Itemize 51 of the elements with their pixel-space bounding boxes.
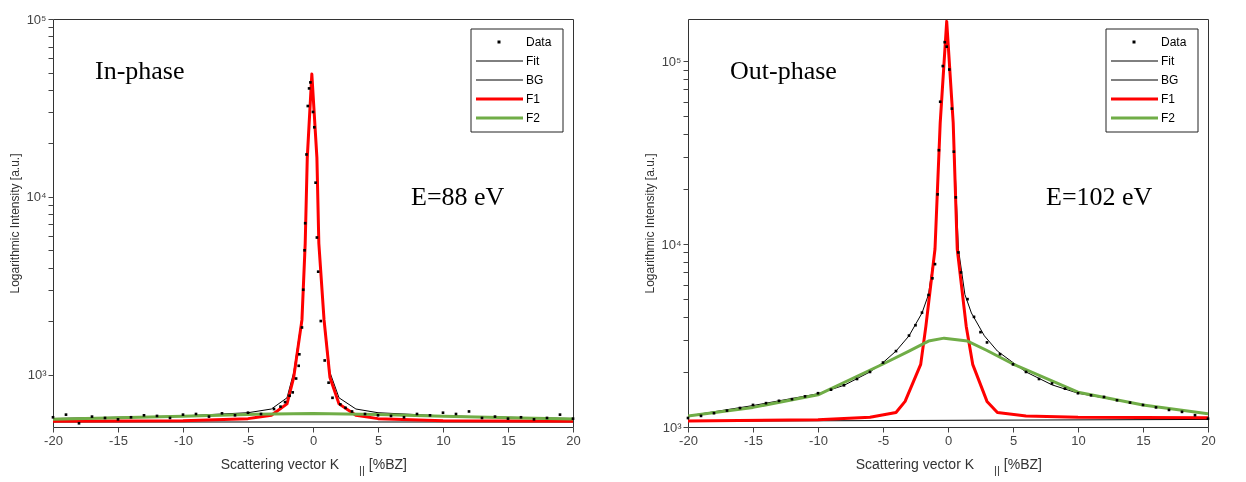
legend-label: Data xyxy=(526,35,552,49)
point xyxy=(938,100,942,104)
point xyxy=(936,193,939,196)
y-tick-label: 10⁵ xyxy=(661,53,682,69)
legend-label: BG xyxy=(526,73,544,87)
legend-label: F1 xyxy=(526,92,541,106)
y-tick-label: 10⁵ xyxy=(26,11,47,27)
legend-label: BG xyxy=(1161,73,1179,87)
legend-label: Data xyxy=(1161,35,1187,49)
x-tick-label: 15 xyxy=(1136,432,1151,448)
x-tick-label: 20 xyxy=(1201,432,1216,448)
x-tick-label: 10 xyxy=(436,432,451,448)
x-tick-label: 0 xyxy=(944,432,953,448)
point xyxy=(945,45,949,48)
line-series xyxy=(688,336,1208,418)
x-tick-label: -10 xyxy=(809,432,828,448)
x-tick-label: -20 xyxy=(44,432,63,448)
text: Scattering vector K||[%BZ] xyxy=(855,456,1042,476)
annotation: E=102 eV xyxy=(1046,182,1153,211)
legend-label: Fit xyxy=(526,54,540,68)
y-tick-label: 10⁴ xyxy=(661,236,682,252)
annotation: Out-phase xyxy=(730,56,837,85)
x-tick-label: -5 xyxy=(877,432,890,448)
y-tick-label: 10³ xyxy=(662,419,683,435)
x-tick-label: -10 xyxy=(174,432,193,448)
y-axis-title: Logarithmic Intensity [a.u.] xyxy=(643,153,658,294)
y-axis-title: Logarithmic Intensity [a.u.] xyxy=(8,153,23,294)
x-tick-label: -15 xyxy=(109,432,128,448)
legend-label: F1 xyxy=(1161,92,1176,106)
x-tick-label: -15 xyxy=(744,432,763,448)
x-tick-label: -20 xyxy=(679,432,698,448)
x-tick-label: 20 xyxy=(566,432,581,448)
point xyxy=(931,276,934,280)
y-tick-label: 10⁴ xyxy=(26,189,47,205)
x-tick-label: 5 xyxy=(374,432,383,448)
text: Scattering vector K||[%BZ] xyxy=(220,456,407,476)
point xyxy=(957,251,960,254)
x-tick-label: 10 xyxy=(1071,432,1086,448)
legend-label: F2 xyxy=(526,111,541,125)
legend-label: Fit xyxy=(1161,54,1175,68)
legend-label: F2 xyxy=(1161,111,1176,125)
x-tick-label: 0 xyxy=(309,432,318,448)
point xyxy=(914,323,917,327)
annotation: In-phase xyxy=(95,56,185,85)
point xyxy=(947,68,951,71)
point xyxy=(954,196,958,199)
y-tick-label: 10³ xyxy=(27,367,48,383)
x-tick-label: -5 xyxy=(242,432,255,448)
annotation: E=88 eV xyxy=(411,182,505,211)
x-tick-label: 15 xyxy=(501,432,516,448)
x-tick-label: 5 xyxy=(1009,432,1018,448)
